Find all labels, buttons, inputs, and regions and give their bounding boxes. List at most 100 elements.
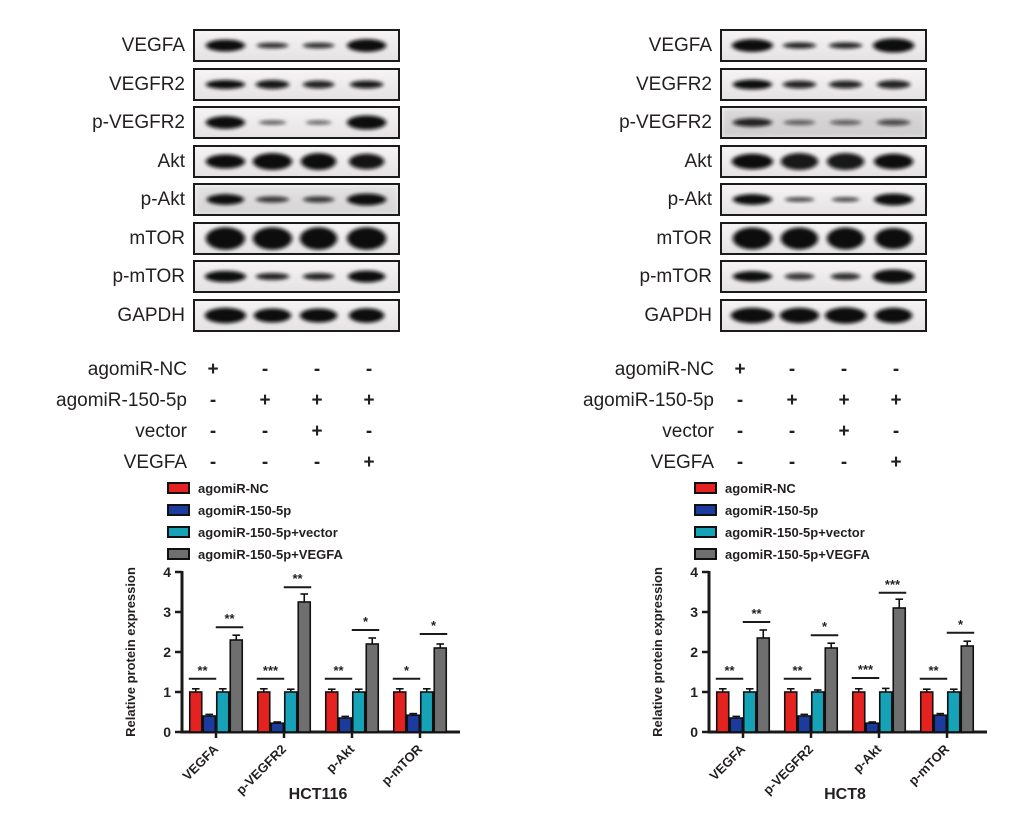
y-axis-title: Relative protein expression <box>650 567 665 737</box>
legend-label: agomiR-150-5p+VEGFA <box>198 546 343 562</box>
category-label: p-mTOR <box>905 741 952 788</box>
treatment-mark: + <box>890 389 902 411</box>
blot-image <box>730 306 913 324</box>
blot-band <box>300 152 337 170</box>
legend-label: agomiR-150-5p+vector <box>198 524 338 540</box>
treatment-mark: + <box>838 420 850 442</box>
bar <box>756 637 771 733</box>
bar <box>188 691 203 733</box>
treatment-mark: + <box>311 420 323 442</box>
blot-image <box>731 38 915 53</box>
blot-label: p-VEGFR2 <box>619 112 712 133</box>
bar <box>338 717 353 733</box>
bar <box>960 645 975 733</box>
blot-band <box>205 39 246 52</box>
legend-swatch <box>167 504 190 516</box>
blot-band <box>299 226 338 250</box>
chart-title: HCT116 <box>289 786 348 803</box>
blot-band <box>874 193 914 206</box>
significance-stars: ** <box>224 611 235 626</box>
blot-band <box>876 79 911 89</box>
blot-band <box>302 80 335 88</box>
treatment-mark: - <box>261 358 269 380</box>
y-tick-label: 4 <box>163 564 171 580</box>
bar <box>256 691 271 733</box>
blot-band <box>874 153 914 169</box>
blot-band <box>302 42 335 49</box>
treatment-label: agomiR-150-5p <box>56 389 187 411</box>
treatment-mark: - <box>261 420 269 442</box>
bar <box>365 643 380 733</box>
blot-band <box>874 307 913 323</box>
treatment-row: vector - - + - <box>25 416 395 447</box>
blot-band <box>828 42 863 49</box>
treatment-table: agomiR-NC + - - - agomiR-150-5p - + + + vector - - + -… <box>25 354 395 478</box>
blot-box <box>193 183 400 216</box>
blot-band <box>348 153 385 169</box>
blot-band <box>205 116 246 129</box>
blot-box <box>720 298 927 332</box>
blot-image <box>732 227 913 249</box>
legend-label: agomiR-150-5p <box>725 502 819 518</box>
treatment-mark: + <box>838 389 850 411</box>
y-tick-label: 1 <box>163 684 171 700</box>
blot-image <box>722 108 925 137</box>
treatment-label: agomiR-150-5p <box>583 389 714 411</box>
blot-image <box>205 152 385 170</box>
blot-band <box>253 307 292 323</box>
bar <box>406 714 421 733</box>
blot-band <box>829 119 862 126</box>
blot-label: p-mTOR <box>639 266 712 287</box>
blot-band <box>732 194 773 205</box>
legend-swatch <box>167 482 190 494</box>
legend-item: agomiR-NC <box>167 481 343 496</box>
blot-band <box>831 197 860 202</box>
significance-stars: ** <box>751 606 762 621</box>
blot-band <box>874 227 913 249</box>
blot-image <box>205 39 387 52</box>
blot-row: mTOR <box>25 221 400 255</box>
y-tick-label: 0 <box>690 724 698 740</box>
blot-image <box>731 152 914 170</box>
blot-row: GAPDH <box>552 298 927 332</box>
category-label: p-Akt <box>323 741 358 776</box>
significance-stars: ** <box>724 663 735 678</box>
blot-image <box>195 185 398 214</box>
blot-band <box>347 226 387 250</box>
treatment-row: agomiR-NC + - - - <box>552 354 922 385</box>
treatment-mark: - <box>209 451 217 473</box>
blot-band <box>204 307 246 323</box>
blot-row: p-VEGFR2 <box>25 106 400 139</box>
significance-stars: ** <box>197 663 208 678</box>
bar <box>283 691 298 733</box>
panel-hct8: VEGFA VEGFR2 p-VEGFR2 Akt p-Akt mTOR p-mTOR GAP… <box>552 0 1020 832</box>
bar <box>433 647 448 733</box>
treatment-mark: - <box>736 420 744 442</box>
blot-row: p-mTOR <box>25 260 400 293</box>
category-label: p-VEGFR2 <box>233 742 289 798</box>
treatment-table: agomiR-NC + - - - agomiR-150-5p - + + + vector - - + -… <box>552 354 922 478</box>
blot-band <box>730 307 774 323</box>
blot-band <box>347 193 387 206</box>
legend-item: agomiR-150-5p <box>167 503 343 518</box>
treatment-mark: - <box>736 451 744 473</box>
significance-stars: ** <box>292 571 303 586</box>
blot-box <box>193 29 400 62</box>
bar <box>215 691 230 733</box>
blot-label: p-mTOR <box>112 266 185 287</box>
blot-band <box>252 152 293 170</box>
treatment-mark: - <box>313 358 321 380</box>
blot-band <box>873 269 915 284</box>
treatment-row: agomiR-NC + - - - <box>25 354 395 385</box>
blot-band <box>258 120 287 125</box>
legend-item: agomiR-NC <box>694 481 870 496</box>
treatment-label: vector <box>662 420 714 442</box>
legend-item: agomiR-150-5p+vector <box>167 524 343 540</box>
blot-image <box>205 115 387 130</box>
treatment-mark: - <box>313 451 321 473</box>
treatment-label: VEGFA <box>650 451 714 473</box>
blot-row: VEGFR2 <box>552 67 927 101</box>
treatment-mark: + <box>734 358 746 380</box>
treatment-label: agomiR-NC <box>614 358 714 380</box>
blot-label: VEGFR2 <box>635 73 712 95</box>
